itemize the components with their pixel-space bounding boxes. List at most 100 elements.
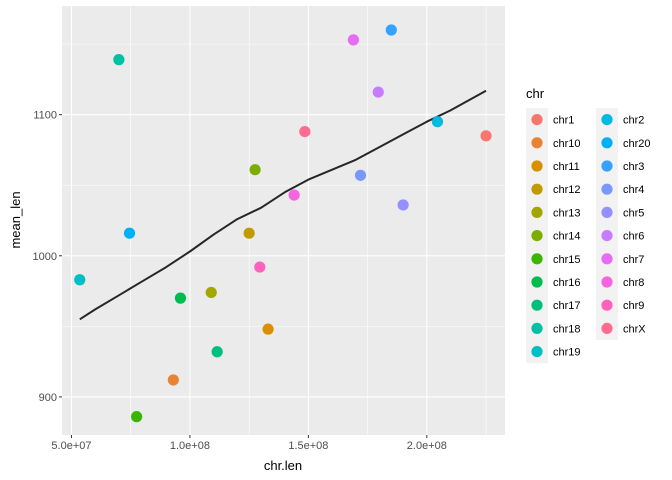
trend-line — [79, 89, 487, 321]
legend-label: chr11 — [553, 161, 580, 173]
legend-label: chr12 — [553, 184, 581, 196]
legend-key-point — [531, 299, 543, 311]
y-tick-label: 1000 — [33, 251, 57, 263]
legend-label: chr4 — [623, 184, 644, 196]
legend-item-chr18: chr18 — [526, 316, 581, 340]
data-point-chr10 — [167, 374, 179, 386]
legend-label: chr20 — [623, 138, 651, 150]
legend-item-chr12: chr12 — [526, 177, 581, 201]
legend-key-point — [531, 114, 543, 126]
legend-item-chr16: chr16 — [526, 270, 581, 294]
legend-key-point — [601, 322, 613, 334]
legend-item-chr3: chr3 — [596, 154, 644, 178]
legend-label: chr6 — [623, 231, 644, 243]
x-axis-title: chr.len — [264, 458, 302, 473]
data-point-chr5 — [397, 199, 409, 211]
legend-key-point — [531, 276, 543, 288]
legend-key-point — [601, 160, 613, 172]
legend-key-point — [531, 346, 543, 358]
x-tick-label: 1.0e+08 — [170, 440, 210, 452]
legend-item-chr10: chr10 — [526, 131, 581, 155]
legend-key-point — [531, 183, 543, 195]
legend-item-chr20: chr20 — [596, 131, 651, 155]
legend-label: chr19 — [553, 347, 581, 359]
data-point-chr20 — [123, 227, 136, 239]
legend-label: chr15 — [553, 254, 581, 266]
legend-item-chr8: chr8 — [596, 270, 644, 294]
legend-key-point — [531, 230, 543, 242]
legend-key-point — [531, 160, 543, 172]
y-axis-ticks: 900 1000 1100 — [33, 110, 62, 404]
legend-key-point — [531, 206, 543, 218]
data-point-chr12 — [243, 227, 255, 239]
y-tick-label: 900 — [39, 392, 57, 404]
legend-key-point — [601, 276, 613, 288]
data-point-chr17 — [211, 346, 223, 358]
legend-item-chr5: chr5 — [596, 200, 644, 224]
legend-item-chr19: chr19 — [526, 340, 581, 364]
data-point-chr15 — [131, 411, 143, 423]
legend-label: chr7 — [623, 254, 644, 266]
legend-title: chr — [526, 86, 545, 101]
data-point-chr13 — [205, 286, 217, 299]
y-tick-label: 1100 — [33, 110, 57, 122]
legend-key-point — [601, 299, 613, 311]
major-gridlines — [62, 6, 505, 435]
legend-label: chrX — [623, 323, 646, 335]
legend-label: chr3 — [623, 161, 644, 173]
data-point-chr8 — [288, 189, 300, 201]
data-point-chr9 — [254, 261, 266, 273]
legend-item-chr13: chr13 — [526, 200, 581, 224]
legend-label: chr18 — [553, 323, 581, 335]
legend-item-chr6: chr6 — [596, 224, 644, 248]
legend-key-point — [601, 137, 613, 149]
legend-key-point — [601, 230, 613, 242]
legend-item-chr17: chr17 — [526, 293, 581, 317]
legend-item-chr4: chr4 — [596, 177, 644, 201]
x-axis-ticks: 5.0e+07 1.0e+08 1.5e+08 2.0e+08 — [51, 435, 447, 452]
data-points — [74, 24, 492, 423]
legend-item-chrX: chrX — [596, 316, 646, 340]
legend-item-chr1: chr1 — [526, 108, 574, 132]
legend-label: chr8 — [623, 277, 644, 289]
data-point-chr18 — [113, 54, 125, 66]
legend-item-chr15: chr15 — [526, 247, 581, 271]
legend-items: chr1 chr10 chr11 chr12 chr13 chr14 chr15 chr16 c… — [526, 108, 651, 364]
x-tick-label: 5.0e+07 — [51, 440, 91, 452]
legend-label: chr9 — [623, 300, 644, 312]
x-tick-label: 2.0e+08 — [407, 440, 447, 452]
legend-label: chr16 — [553, 277, 581, 289]
legend-item-chr2: chr2 — [596, 108, 644, 132]
legend: chr chr1chr10chr11chr12chr13chr14chr15ch… — [526, 86, 651, 364]
data-point-chrX — [299, 125, 311, 138]
legend-key-point — [601, 253, 613, 265]
data-point-chr1 — [480, 130, 492, 142]
legend-item-chr14: chr14 — [526, 224, 581, 248]
legend-label: chr14 — [553, 231, 581, 243]
data-point-chr7 — [347, 34, 359, 46]
legend-label: chr13 — [553, 207, 581, 219]
data-point-chr6 — [372, 86, 384, 98]
trend-layer — [79, 89, 487, 321]
legend-key-point — [531, 137, 543, 149]
legend-item-chr11: chr11 — [526, 154, 580, 178]
data-point-chr14 — [249, 164, 261, 176]
data-point-chr19 — [74, 274, 86, 286]
legend-key-point — [531, 322, 543, 334]
legend-label: chr10 — [553, 138, 581, 150]
plot-panel — [62, 6, 505, 435]
data-point-chr11 — [262, 323, 274, 335]
legend-key-point — [601, 114, 613, 126]
legend-item-chr7: chr7 — [596, 247, 644, 271]
legend-key-point — [531, 253, 543, 265]
x-tick-label: 1.5e+08 — [288, 440, 328, 452]
data-point-chr3 — [385, 24, 397, 36]
legend-key-point — [601, 206, 613, 218]
data-point-chr2 — [431, 116, 444, 128]
y-axis-title: mean_len — [8, 191, 23, 248]
data-point-chr4 — [354, 169, 367, 181]
legend-label: chr1 — [553, 115, 574, 127]
legend-label: chr2 — [623, 115, 644, 127]
